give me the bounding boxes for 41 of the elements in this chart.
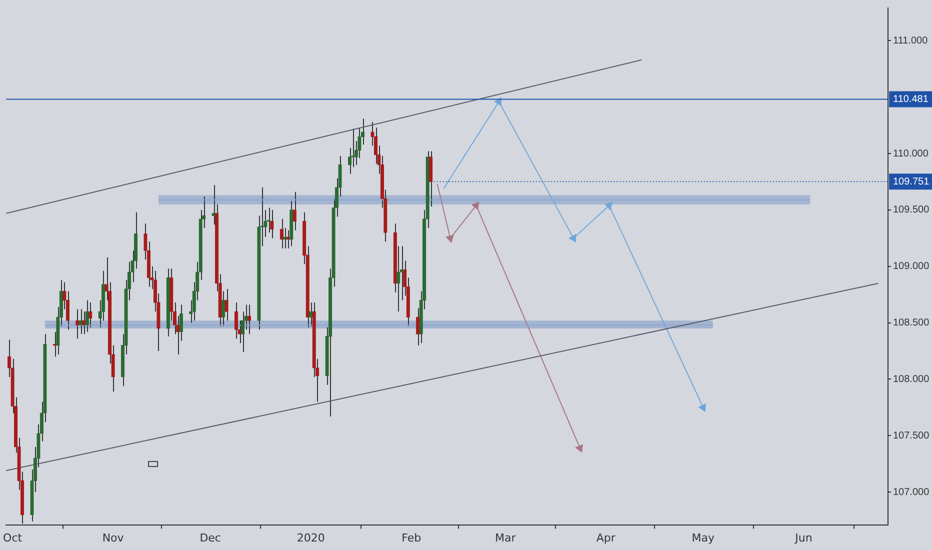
point (604, 202, 613, 210)
x-tick-label: Dec (200, 531, 221, 544)
candlestick (286, 230, 290, 249)
annotation: 109.751 (893, 176, 930, 188)
point (494, 98, 502, 106)
y-tick-label: 110.000 (893, 148, 929, 160)
candlestick (416, 308, 420, 346)
point (472, 202, 480, 210)
x-tick-label: Jun (794, 531, 812, 544)
point (446, 234, 454, 243)
candlestick (85, 300, 89, 332)
candlestick (82, 311, 86, 335)
y-tick-label: 109.000 (893, 261, 930, 272)
x-tick-label: 2020 (296, 531, 325, 544)
x-tick-label: Apr (596, 531, 616, 544)
candlestick (309, 302, 313, 327)
y-tick-label: 108.000 (893, 374, 930, 385)
y-tick-label: 109.500 (893, 204, 930, 216)
x-tick-label: May (692, 531, 716, 544)
y-tick-label: 111.000 (893, 35, 928, 46)
candlestick (428, 150, 433, 208)
point (576, 444, 583, 452)
candlestick (234, 302, 238, 340)
candlestick (212, 184, 216, 226)
point (568, 234, 576, 242)
y-tick-label: 107.500 (893, 430, 930, 442)
candlestick (221, 290, 226, 327)
candlestick (270, 209, 274, 239)
x-tick-label: Mar (495, 531, 516, 544)
y-tick-label: 107.000 (893, 486, 930, 498)
candlestick (292, 191, 296, 231)
candlestick (78, 308, 82, 335)
point (698, 404, 706, 412)
candlestick (247, 304, 252, 335)
x-tick-label: Feb (402, 531, 422, 544)
x-tick-label: Nov (102, 531, 124, 544)
ref-line-label: 110.481 (893, 94, 929, 106)
candlestick (88, 302, 92, 328)
x-tick-label: Oct (3, 531, 23, 544)
y-tick-label: 108.500 (893, 318, 930, 329)
candlestick (280, 218, 284, 249)
